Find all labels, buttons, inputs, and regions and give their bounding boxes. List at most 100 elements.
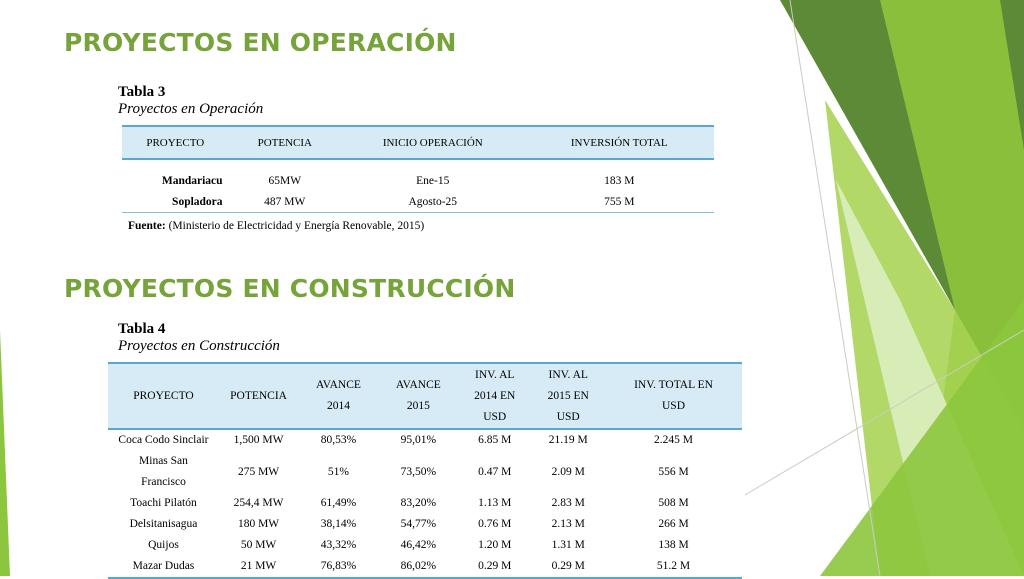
header-line: AVANCE — [395, 379, 441, 391]
cell-potencia: 254,4 MW — [233, 497, 284, 509]
header-line: INV. AL — [475, 368, 515, 381]
heading-proyectos-operacion: PROYECTOS EN OPERACIÓN — [64, 28, 457, 57]
table3-col-proyecto: PROYECTO — [122, 125, 229, 159]
header-line: INV. AL — [548, 368, 588, 381]
cell-potencia: 1,500 MW — [233, 434, 284, 446]
table4-subtitle: Proyectos en Construcción — [118, 338, 280, 354]
cell-proyecto: Mandariacu — [161, 174, 223, 187]
cell-potencia: 487 MW — [228, 191, 342, 213]
cell-potencia: 50 MW — [240, 539, 277, 551]
deco-light-green-facet — [880, 0, 1024, 576]
table-row: Toachi Pilatón 254,4 MW 61,49% 83,20% 1.13 M… — [108, 493, 742, 514]
cell-proyecto: Sopladora — [122, 191, 229, 213]
cell-proyecto: Mazar Dudas — [108, 556, 219, 579]
cell-potencia: 275 MW — [237, 465, 280, 478]
deco-bottom-green-facet — [820, 300, 1024, 576]
deco-thin-line-2 — [744, 329, 1024, 496]
cell-potencia: 180 MW — [237, 518, 280, 530]
table4-col-avance-2015: AVANCE 2015 — [378, 362, 458, 429]
table4-header-row: PROYECTO POTENCIA AVANCE 2014 AVANCE 2015 INV.… — [108, 362, 742, 429]
cell-proyecto: Delsitanisagua — [129, 518, 198, 530]
heading-proyectos-construccion: PROYECTOS EN CONSTRUCCIÓN — [64, 274, 516, 303]
table3-number: Tabla 3 — [118, 84, 166, 100]
deco-mid-green-facet — [825, 100, 1024, 576]
cell-inv2014: 1.13 M — [478, 497, 512, 509]
table-construccion: PROYECTO POTENCIA AVANCE 2014 AVANCE 2015 INV.… — [108, 362, 742, 579]
cell-inv2014: 1.20 M — [478, 539, 512, 551]
source-text: (Ministerio de Electricidad y Energía Re… — [165, 220, 425, 232]
cell-avance2014: 80,53% — [320, 434, 357, 446]
cell-avance2015: 95,01% — [400, 434, 437, 446]
table4-col-avance-2014: AVANCE 2014 — [298, 362, 379, 429]
deco-left-green-sliver — [0, 330, 10, 576]
header-line: POTENCIA — [230, 389, 287, 402]
table3-col-potencia: POTENCIA — [228, 125, 342, 159]
table-row: Sopladora 487 MW Agosto-25 755 M — [122, 191, 714, 213]
cell-proyecto-line1: Minas San — [139, 455, 188, 467]
cell-inicio: Agosto-25 — [341, 191, 525, 213]
cell-inv2015: 1.31 M — [551, 539, 585, 551]
table-row: Delsitanisagua 180 MW 38,14% 54,77% 0.76 M 2.… — [108, 514, 742, 535]
cell-proyecto: Toachi Pilatón — [130, 497, 197, 509]
table4-col-proyecto: PROYECTO — [108, 362, 219, 429]
table4-caption: Tabla 4 Proyectos en Construcción — [118, 321, 280, 355]
cell-inv2015: 2.83 M — [551, 497, 585, 509]
table3-source: Fuente: (Ministerio de Electricidad y En… — [128, 220, 424, 232]
cell-avance2014: 43,32% — [320, 539, 357, 551]
header-line: 2014 EN — [474, 389, 516, 402]
cell-proyecto-line2: Francisco — [141, 476, 186, 488]
table-operacion: PROYECTO POTENCIA INICIO OPERACIÓN INVER… — [122, 125, 714, 213]
header-line: INV. TOTAL EN — [634, 379, 713, 391]
cell-proyecto: Quijos — [148, 539, 179, 551]
deco-pale-green-facet — [836, 180, 1024, 576]
table-row: Mazar Dudas 21 MW 76,83% 86,02% 0.29 M 0.29 M… — [108, 556, 742, 579]
cell-inversion: 183 M — [604, 174, 635, 187]
cell-total: 556 M — [658, 465, 689, 478]
deco-dark-green-facet — [780, 0, 1024, 430]
cell-avance2015: 73,50% — [400, 465, 437, 478]
header-line: PROYECTO — [133, 389, 194, 402]
table-row: Minas San Francisco 275 MW 51% 73,50% 0.47 M 2… — [108, 451, 742, 493]
cell-total: 138 M — [658, 539, 689, 551]
cell-avance2014: 76,83% — [298, 556, 379, 579]
deco-thin-line — [789, 0, 881, 576]
table4-col-inv-total: INV. TOTAL EN USD — [605, 362, 742, 429]
header-line: USD — [662, 400, 686, 412]
cell-inv2015: 21.19 M — [548, 434, 588, 446]
header-line: 2015 EN — [547, 389, 589, 402]
cell-avance2015: 54,77% — [400, 518, 437, 530]
cell-inv2015: 0.29 M — [531, 556, 606, 579]
header-line: AVANCE — [315, 379, 361, 391]
cell-total: 51.2 M — [605, 556, 742, 579]
header-line: USD — [556, 410, 580, 423]
table3-col-inversion: INVERSIÓN TOTAL — [524, 125, 714, 159]
cell-total: 2.245 M — [654, 434, 693, 446]
cell-avance2014: 61,49% — [320, 497, 357, 509]
header-line: 2014 — [326, 400, 350, 412]
cell-avance2014: 51% — [327, 465, 349, 478]
cell-inv2014: 0.29 M — [457, 556, 532, 579]
table4-col-inv-2015: INV. AL 2015 EN USD — [531, 362, 606, 429]
cell-inv2014: 0.47 M — [478, 465, 512, 478]
cell-avance2015: 46,42% — [400, 539, 437, 551]
header-line: USD — [483, 410, 507, 423]
cell-avance2015: 86,02% — [378, 556, 458, 579]
table3-caption: Tabla 3 Proyectos en Operación — [118, 84, 263, 118]
table-row: Quijos 50 MW 43,32% 46,42% 1.20 M 1.31 M 138 M — [108, 535, 742, 556]
cell-avance2015: 83,20% — [400, 497, 437, 509]
cell-total: 266 M — [658, 518, 689, 530]
cell-potencia: 65MW — [268, 174, 302, 187]
table-row: Coca Codo Sinclair 1,500 MW 80,53% 95,01% 6.… — [108, 429, 742, 451]
cell-proyecto: Minas San Francisco — [108, 451, 219, 493]
table4-number: Tabla 4 — [118, 321, 166, 337]
cell-inicio: Ene-15 — [416, 174, 450, 187]
header-line: 2015 — [406, 400, 430, 412]
cell-inv2015: 2.13 M — [551, 518, 585, 530]
cell-inv2014: 6.85 M — [478, 434, 512, 446]
cell-potencia: 21 MW — [218, 556, 299, 579]
cell-total: 508 M — [658, 497, 689, 509]
table4-col-inv-2014: INV. AL 2014 EN USD — [457, 362, 532, 429]
cell-avance2014: 38,14% — [320, 518, 357, 530]
cell-inv2015: 2.09 M — [551, 465, 585, 478]
cell-proyecto: Coca Codo Sinclair — [118, 434, 209, 446]
